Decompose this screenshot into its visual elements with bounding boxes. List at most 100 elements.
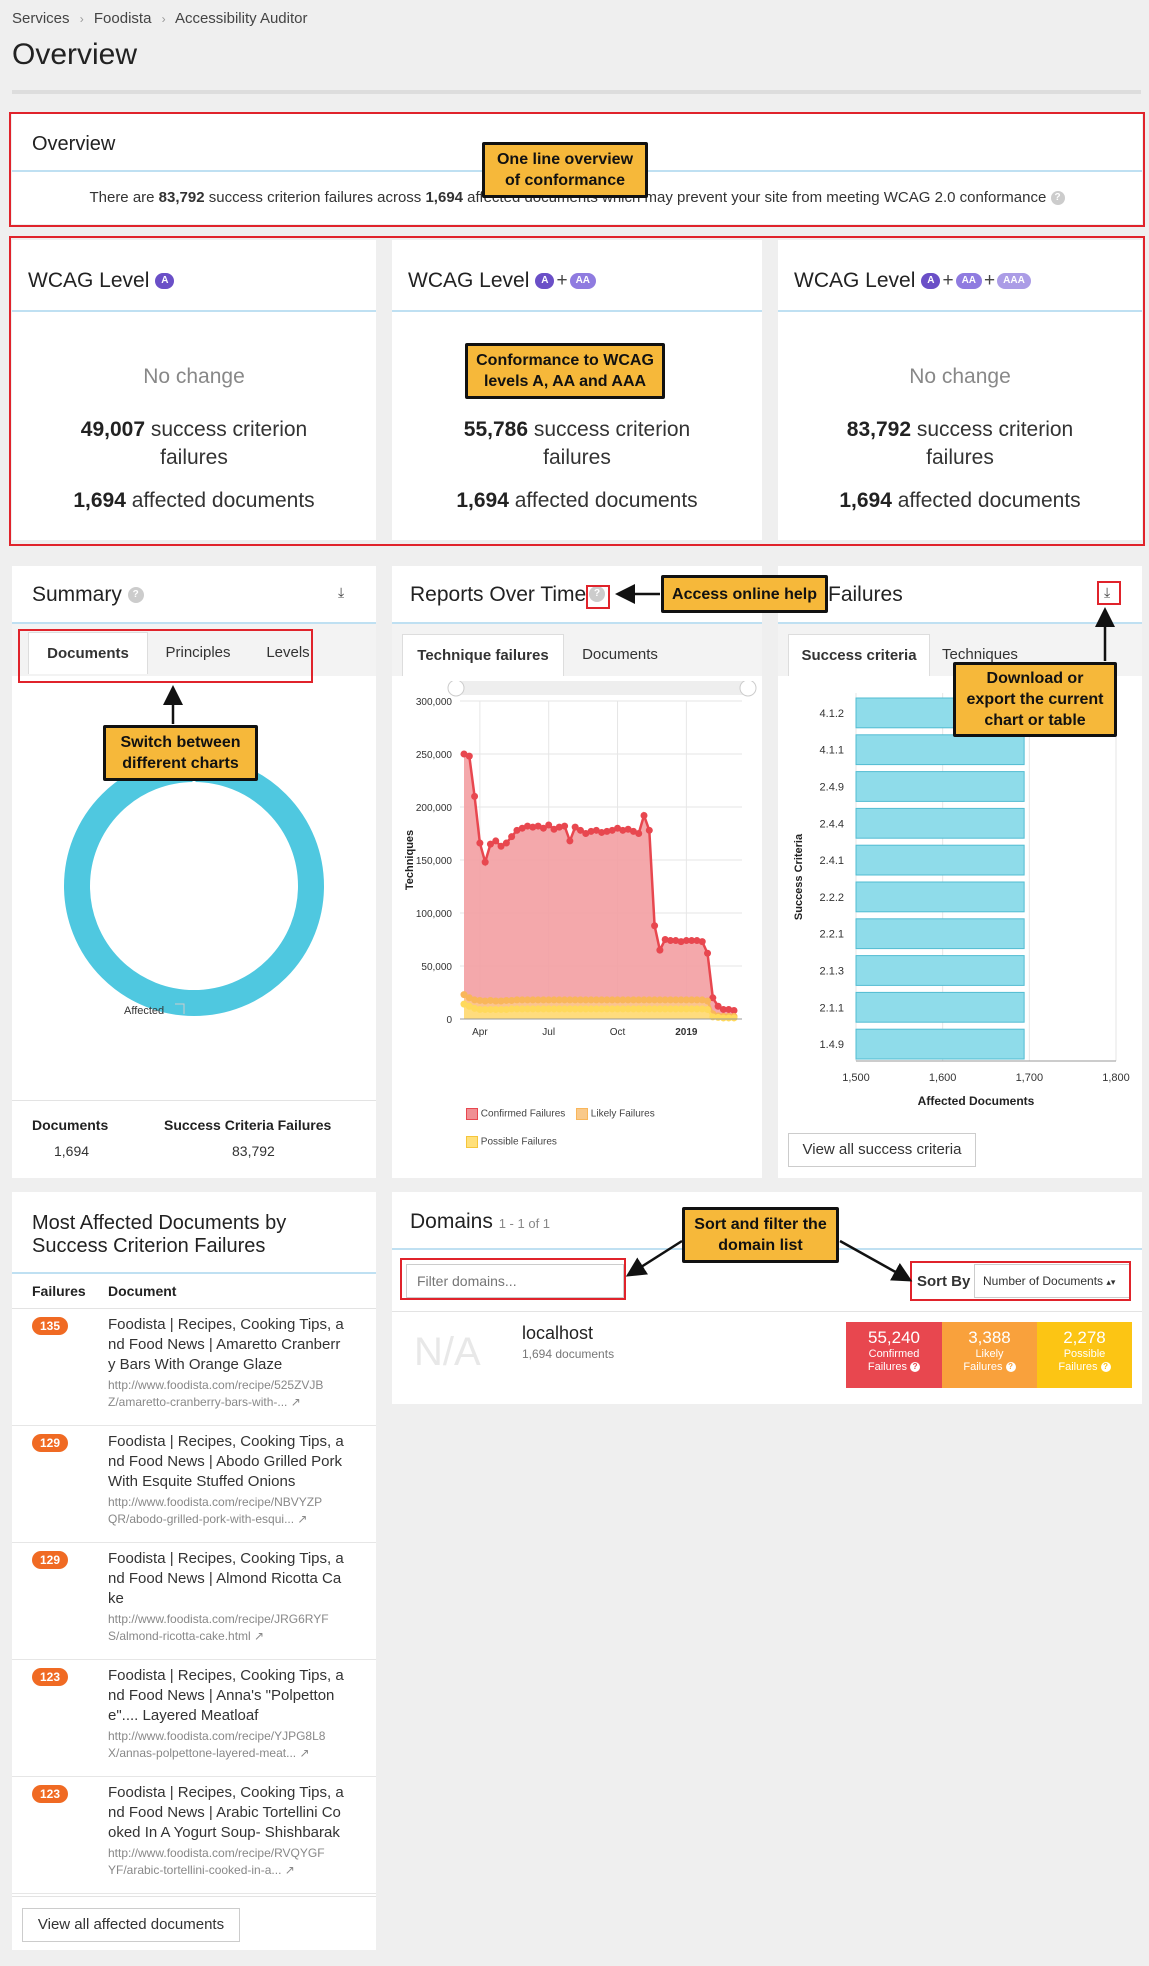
data-point[interactable] bbox=[614, 996, 622, 1004]
confirmed-failures-box[interactable]: 55,240 Confirmed Failures ? bbox=[846, 1322, 942, 1388]
data-point[interactable] bbox=[550, 1005, 558, 1013]
data-point[interactable] bbox=[624, 996, 632, 1004]
data-point[interactable] bbox=[566, 996, 574, 1004]
data-point[interactable] bbox=[471, 792, 479, 800]
document-title[interactable]: Foodista | Recipes, Cooking Tips, a nd Fo… bbox=[108, 1667, 344, 1724]
table-row[interactable]: 135 Foodista | Recipes, Cooking Tips, a nd… bbox=[12, 1309, 376, 1426]
bar-2.2.2[interactable] bbox=[855, 881, 1025, 913]
data-point[interactable] bbox=[672, 937, 680, 945]
data-point[interactable] bbox=[460, 991, 468, 999]
data-point[interactable] bbox=[608, 996, 616, 1004]
data-point[interactable] bbox=[714, 1002, 722, 1010]
external-link-icon[interactable]: ↗ bbox=[250, 1629, 265, 1643]
data-point[interactable] bbox=[576, 996, 584, 1004]
data-point[interactable] bbox=[640, 996, 648, 1004]
data-point[interactable] bbox=[524, 1005, 532, 1013]
data-point[interactable] bbox=[661, 936, 669, 943]
data-point[interactable] bbox=[465, 1002, 473, 1010]
data-point[interactable] bbox=[619, 826, 627, 834]
data-point[interactable] bbox=[508, 1005, 516, 1013]
data-point[interactable] bbox=[682, 937, 690, 945]
data-point[interactable] bbox=[645, 996, 653, 1004]
data-point[interactable] bbox=[698, 1005, 706, 1013]
data-point[interactable] bbox=[619, 996, 627, 1004]
data-point[interactable] bbox=[656, 946, 664, 954]
data-point[interactable] bbox=[582, 1005, 590, 1013]
data-point[interactable] bbox=[619, 1005, 627, 1013]
data-point[interactable] bbox=[460, 750, 468, 758]
data-point[interactable] bbox=[693, 937, 701, 945]
legend-likely[interactable]: Likely Failures bbox=[576, 1108, 655, 1120]
external-link-icon[interactable]: ↗ bbox=[281, 1863, 295, 1877]
data-point[interactable] bbox=[492, 1005, 500, 1013]
data-point[interactable] bbox=[534, 1005, 542, 1013]
data-point[interactable] bbox=[688, 937, 696, 945]
data-point[interactable] bbox=[481, 997, 489, 1005]
table-row[interactable]: 123 Foodista | Recipes, Cooking Tips, a nd… bbox=[12, 1777, 376, 1894]
data-point[interactable] bbox=[561, 822, 569, 830]
download-icon[interactable]: ⤓ bbox=[1104, 584, 1111, 600]
data-point[interactable] bbox=[555, 996, 563, 1004]
data-point[interactable] bbox=[651, 1005, 659, 1013]
external-link-icon[interactable]: ↗ bbox=[294, 1512, 308, 1526]
document-title[interactable]: Foodista | Recipes, Cooking Tips, a nd Fo… bbox=[108, 1784, 344, 1841]
bar-2.2.1[interactable] bbox=[855, 918, 1025, 950]
data-point[interactable] bbox=[481, 858, 489, 866]
data-point[interactable] bbox=[582, 996, 590, 1004]
data-point[interactable] bbox=[704, 997, 712, 1005]
tab-techniques[interactable]: Techniques bbox=[942, 646, 1018, 663]
data-point[interactable] bbox=[730, 1014, 738, 1022]
data-point[interactable] bbox=[677, 996, 685, 1004]
tab-levels[interactable]: Levels bbox=[266, 644, 310, 661]
data-point[interactable] bbox=[513, 826, 521, 834]
data-point[interactable] bbox=[550, 825, 558, 833]
data-point[interactable] bbox=[518, 996, 526, 1004]
data-point[interactable] bbox=[651, 996, 659, 1004]
data-point[interactable] bbox=[550, 996, 558, 1004]
data-point[interactable] bbox=[598, 996, 606, 1004]
data-point[interactable] bbox=[545, 1005, 553, 1013]
data-point[interactable] bbox=[635, 1005, 643, 1013]
help-icon[interactable]: ? bbox=[1050, 191, 1065, 206]
external-link-icon[interactable]: ↗ bbox=[287, 1395, 301, 1409]
table-row[interactable]: 129 Foodista | Recipes, Cooking Tips, a nd… bbox=[12, 1426, 376, 1543]
data-point[interactable] bbox=[545, 821, 553, 829]
data-point[interactable] bbox=[651, 922, 659, 930]
document-title[interactable]: Foodista | Recipes, Cooking Tips, a nd Fo… bbox=[108, 1316, 344, 1373]
bar-2.4.4[interactable] bbox=[855, 807, 1025, 839]
filter-domains-input[interactable] bbox=[406, 1264, 624, 1298]
data-point[interactable] bbox=[539, 996, 547, 1004]
data-point[interactable] bbox=[719, 1014, 727, 1022]
data-point[interactable] bbox=[502, 996, 510, 1004]
data-point[interactable] bbox=[682, 996, 690, 1004]
data-point[interactable] bbox=[614, 1005, 622, 1013]
legend-possible[interactable]: Possible Failures bbox=[466, 1136, 557, 1148]
data-point[interactable] bbox=[624, 825, 632, 833]
data-point[interactable] bbox=[539, 1005, 547, 1013]
document-url[interactable]: http://www.foodista.com/recipe/525ZVJB Z/… bbox=[108, 1378, 324, 1409]
data-point[interactable] bbox=[561, 1005, 569, 1013]
breadcrumb-auditor[interactable]: Accessibility Auditor bbox=[174, 10, 308, 27]
range-handle-left[interactable] bbox=[447, 681, 465, 697]
data-point[interactable] bbox=[561, 996, 569, 1004]
document-title[interactable]: Foodista | Recipes, Cooking Tips, a nd Fo… bbox=[108, 1550, 344, 1607]
bar-4.1.1[interactable] bbox=[855, 734, 1025, 766]
data-point[interactable] bbox=[524, 822, 532, 830]
data-point[interactable] bbox=[539, 824, 547, 832]
data-point[interactable] bbox=[592, 996, 600, 1004]
document-title[interactable]: Foodista | Recipes, Cooking Tips, a nd Fo… bbox=[108, 1433, 344, 1490]
data-point[interactable] bbox=[566, 1005, 574, 1013]
data-point[interactable] bbox=[524, 996, 532, 1004]
data-point[interactable] bbox=[666, 996, 674, 1004]
data-point[interactable] bbox=[471, 1004, 479, 1012]
data-point[interactable] bbox=[592, 826, 600, 834]
view-all-success-criteria-button[interactable]: View all success criteria bbox=[788, 1133, 976, 1167]
data-point[interactable] bbox=[661, 1005, 669, 1013]
data-point[interactable] bbox=[476, 996, 484, 1004]
document-url[interactable]: http://www.foodista.com/recipe/YJPG8L8 X/… bbox=[108, 1729, 326, 1760]
data-point[interactable] bbox=[481, 1005, 489, 1013]
data-point[interactable] bbox=[725, 1014, 733, 1022]
tab-success-criteria[interactable]: Success criteria bbox=[788, 634, 930, 676]
data-point[interactable] bbox=[682, 1005, 690, 1013]
breadcrumb-services[interactable]: Services bbox=[12, 10, 70, 27]
